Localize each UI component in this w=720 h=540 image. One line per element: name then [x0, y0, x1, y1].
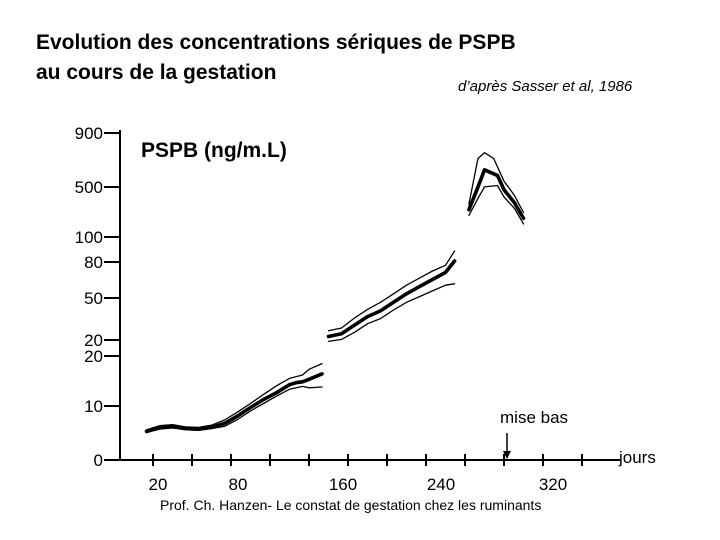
y-tick-label: 50 [84, 289, 103, 308]
series-line-mean [326, 259, 457, 339]
x-tick-label: 80 [229, 475, 248, 494]
title-line-2: au cours de la gestation [36, 61, 277, 84]
y-tick-label: 20 [84, 347, 103, 366]
y-tick-label: 20 [84, 331, 103, 350]
series-line-lower [327, 283, 456, 343]
page-title: Evolution des concentrations sériques de… [36, 28, 516, 88]
y-tick-label: 80 [84, 253, 103, 272]
x-tick-label: 240 [427, 475, 455, 494]
y-tick-label: 900 [75, 124, 103, 143]
series-lines [144, 152, 526, 434]
axes [104, 130, 620, 466]
y-tick-label: 500 [75, 178, 103, 197]
series-line-mean [467, 168, 526, 221]
series-line-upper [145, 362, 323, 431]
birth-arrow-icon [503, 433, 511, 459]
birth-arrow-head [503, 451, 511, 459]
series-line-lower [145, 385, 323, 434]
y-tick-label: 0 [94, 451, 103, 470]
source-citation: d’après Sasser et al, 1986 [458, 78, 633, 95]
x-tick-label: 160 [329, 475, 357, 494]
y-axis-label: PSPB (ng/m.L) [141, 139, 287, 162]
footer-credit: Prof. Ch. Hanzen- Le constat de gestatio… [160, 497, 542, 513]
x-axis-label: jours [618, 448, 656, 467]
series-line-mean [144, 372, 324, 434]
series-line-upper [327, 250, 456, 332]
y-tick-label: 100 [75, 228, 103, 247]
birth-annotation: mise bas [500, 408, 568, 427]
title-line-1: Evolution des concentrations sériques de… [36, 31, 516, 54]
x-tick-label: 320 [539, 475, 567, 494]
series-line-lower [468, 184, 525, 225]
series-line-upper [468, 152, 525, 214]
y-tick-label: 10 [84, 397, 103, 416]
x-tick-label: 20 [149, 475, 168, 494]
